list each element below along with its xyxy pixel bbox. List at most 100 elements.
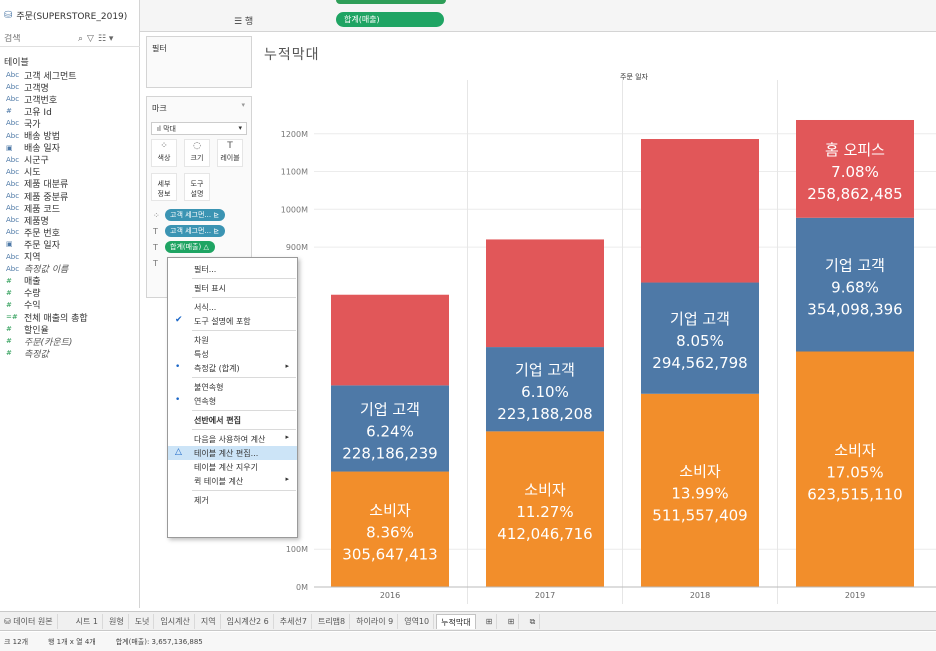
menu-item[interactable]: △ 테이블 계산 편집... [168, 446, 297, 460]
bar-segment[interactable] [486, 347, 604, 432]
sheet-tab[interactable]: 임시계산 [156, 614, 195, 629]
bar-segment[interactable] [486, 431, 604, 587]
field-item[interactable]: Abc 고객 세그먼트 [0, 68, 140, 82]
stacked-bar-chart[interactable]: 0M 100M 900M 1000M 1100M 1200M 소비자 8.36% 305,647… [256, 36, 936, 608]
menu-separator [192, 490, 296, 491]
field-item[interactable]: # 매출 [0, 274, 140, 288]
mark-pill[interactable]: T [153, 257, 165, 269]
new-story-icon[interactable]: ⧉ [526, 614, 541, 629]
field-item[interactable]: ▣ 배송 일자 [0, 141, 140, 155]
bar-segment[interactable] [486, 239, 604, 348]
filters-card[interactable]: 필터 [146, 36, 252, 88]
bar-segment[interactable] [641, 139, 759, 283]
sheet-tab[interactable]: 하이라이 9 [352, 614, 399, 629]
menu-item[interactable]: 차원 [168, 333, 297, 347]
field-item[interactable]: Abc 제품명 [0, 213, 140, 227]
sheet-tab[interactable]: 누적막대 [436, 614, 476, 629]
field-item[interactable]: Abc 고객번호 [0, 92, 140, 106]
mark-button-1[interactable]: ◌ 크기 [184, 139, 210, 167]
mark-button-4[interactable]: 도구 설명 [184, 173, 210, 201]
field-label: 측정값 이름 [24, 265, 69, 276]
search-icon[interactable]: ⌕ [78, 33, 84, 44]
field-item[interactable]: Abc 지역 [0, 250, 140, 264]
new-worksheet-icon[interactable]: ⊞ [482, 614, 498, 629]
mark-button-2[interactable]: T 레이블 [217, 139, 243, 167]
field-item[interactable]: # 수익 [0, 298, 140, 312]
field-item[interactable]: Abc 시군구 [0, 153, 140, 167]
menu-item-label: 도구 설명에 포함 [194, 316, 251, 326]
view-options-icon[interactable]: ☷ ▾ [97, 33, 114, 44]
menu-item[interactable]: 퀵 테이블 계산 ▸ [168, 474, 297, 488]
bar-segment[interactable] [641, 282, 759, 394]
field-item[interactable]: # 측정값 [0, 346, 140, 360]
bar-segment[interactable] [796, 119, 914, 218]
field-item[interactable]: Abc 시도 [0, 165, 140, 179]
field-item[interactable]: Abc 고객명 [0, 80, 140, 94]
sheet-tab[interactable]: 시트 1 [72, 614, 103, 629]
sheet-tab[interactable]: 트리맵8 [314, 614, 351, 629]
data-label: 8.36% [366, 523, 414, 541]
field-item[interactable]: Abc 측정값 이름 [0, 262, 140, 276]
columns-pill[interactable] [336, 0, 446, 4]
bar-segment[interactable] [796, 217, 914, 352]
menu-item[interactable]: 필터... [168, 262, 297, 276]
sheet-tab[interactable]: 임시계산2 6 [223, 614, 274, 629]
sheet-tab[interactable]: ⛁ 데이터 원본 [0, 614, 58, 629]
mark-button-3[interactable]: 세부 정보 [151, 173, 177, 201]
sheet-tab[interactable]: 도넛 [131, 614, 155, 629]
field-label: 제품명 [24, 216, 49, 227]
bar-segment[interactable] [796, 351, 914, 587]
menu-item[interactable]: 다음을 사용하여 계산 ▸ [168, 432, 297, 446]
field-item[interactable]: Abc 주문 번호 [0, 225, 140, 239]
new-dashboard-icon[interactable]: ⊞ [504, 614, 520, 629]
menu-item[interactable]: 선반에서 편집 [168, 413, 297, 427]
mark-button-0[interactable]: ⁘ 색상 [151, 139, 177, 167]
field-item[interactable]: # 주문(카운트) [0, 334, 140, 348]
field-item[interactable]: # 할인율 [0, 322, 140, 336]
mark-pill[interactable]: T 고객 세그먼... ⊵ [153, 225, 226, 237]
bar-segment[interactable] [331, 471, 449, 587]
chevron-down-icon[interactable]: ▾ [241, 101, 245, 109]
sheet-tab[interactable]: 영역10 [400, 614, 435, 629]
menu-item[interactable]: 서식... [168, 300, 297, 314]
mark-pill[interactable]: ⁘ 고객 세그먼... ⊵ [153, 209, 226, 221]
field-type-icon: Abc [6, 119, 20, 128]
mark-button-label: 세부 정보 [157, 180, 171, 198]
menu-item[interactable]: 불연속형 [168, 380, 297, 394]
datasource-item[interactable]: ⛁ 주문(SUPERSTORE_2019) [0, 6, 140, 24]
field-item[interactable]: Abc 제품 중분류 [0, 189, 140, 203]
field-item[interactable]: =# 전체 매출의 총합 [0, 310, 140, 324]
field-type-icon: Abc [6, 131, 20, 140]
mark-button-label: 레이블 [220, 154, 240, 162]
data-label: 13.99% [671, 484, 728, 502]
field-item[interactable]: ▣ 주문 일자 [0, 237, 140, 251]
menu-item[interactable]: ✔ 도구 설명에 포함 [168, 314, 297, 328]
menu-item[interactable]: 필터 표시 [168, 281, 297, 295]
field-item[interactable]: Abc 제품 코드 [0, 201, 140, 215]
field-type-icon: # [6, 349, 12, 358]
rows-pill[interactable]: 합계(매출) [336, 12, 444, 27]
bar-segment[interactable] [331, 294, 449, 386]
sheet-tab[interactable]: 추세선7 [276, 614, 312, 629]
field-item[interactable]: Abc 국가 [0, 116, 140, 130]
field-item[interactable]: # 수량 [0, 286, 140, 300]
field-item[interactable]: Abc 배송 방법 [0, 129, 140, 143]
bar-segment[interactable] [641, 393, 759, 587]
menu-item-label: 필터 표시 [194, 283, 226, 293]
field-item[interactable]: # 고유 Id [0, 104, 140, 118]
mark-type-dropdown[interactable]: ıl 막대 ▾ [151, 122, 247, 135]
menu-item[interactable]: 특성 [168, 347, 297, 361]
search-input[interactable] [4, 33, 74, 44]
menu-item[interactable]: 제거 [168, 493, 297, 507]
bar-segment[interactable] [331, 385, 449, 472]
menu-separator [192, 330, 296, 331]
menu-item[interactable]: • 연속형 [168, 394, 297, 408]
menu-item[interactable]: • 측정값 (합계) ▸ [168, 361, 297, 375]
menu-item[interactable]: 테이블 계산 지우기 [168, 460, 297, 474]
sheet-tab[interactable]: 원형 [105, 614, 129, 629]
filter-icon[interactable]: ▽ [87, 33, 94, 44]
mark-pill[interactable]: T 합계(매출) △ [153, 241, 215, 253]
sheet-tab[interactable]: 지역 [197, 614, 221, 629]
field-item[interactable]: Abc 제품 대분류 [0, 177, 140, 191]
selected-dot-icon: • [175, 395, 181, 405]
